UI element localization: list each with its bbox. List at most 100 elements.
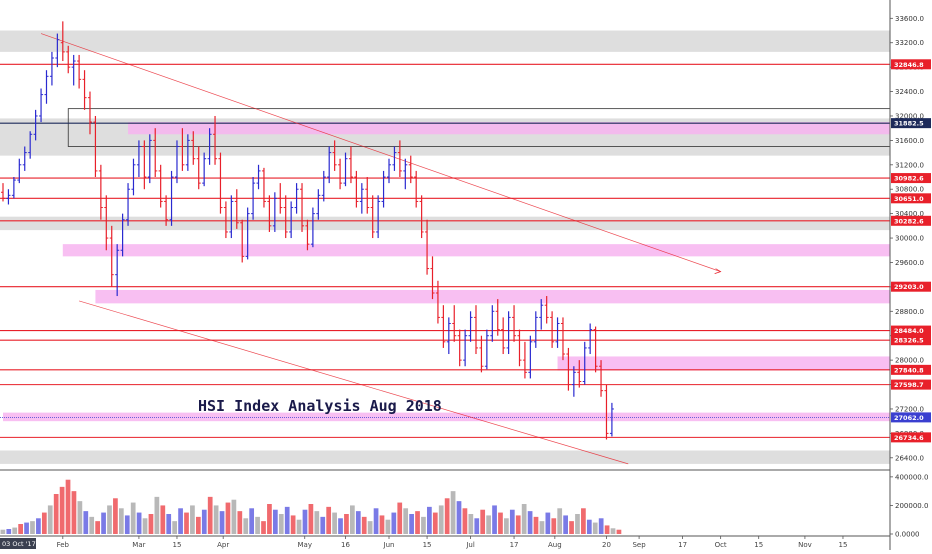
- candle-bar: [77, 54, 82, 89]
- time-tick-label: Sep: [632, 541, 646, 549]
- time-tick-label: Jul: [465, 541, 475, 549]
- candle-bar: [28, 131, 33, 159]
- price-level-badges: 32846.8 31882.5 30982.6 30651.0 30282.6 29203…: [891, 59, 931, 443]
- price-tick-label: 27200.0: [895, 405, 924, 413]
- candle-bar: [604, 384, 609, 440]
- price-badge-label: 29203.0: [894, 283, 924, 291]
- price-badge: 28484.0: [891, 325, 931, 336]
- candle-bar: [207, 128, 212, 165]
- time-tick-label: 20: [602, 541, 611, 549]
- price-badge: 30651.0: [891, 193, 931, 204]
- time-tick-label: Oct: [715, 541, 727, 549]
- price-badge: 27840.8: [891, 364, 931, 375]
- time-tick-label: 15: [173, 541, 182, 549]
- candle-bar: [267, 195, 272, 232]
- volume-bar: [409, 514, 414, 534]
- gray-zone: [0, 30, 890, 52]
- candle-bar: [555, 317, 560, 348]
- price-badge: 27062.0: [891, 412, 931, 423]
- candle-bar: [566, 347, 571, 391]
- price-badge-bg: [891, 335, 931, 346]
- price-badge-bg: [891, 379, 931, 390]
- volume-bar: [480, 509, 486, 534]
- candle-bar: [55, 33, 60, 68]
- volume-bar: [284, 506, 290, 534]
- volume-bar: [314, 511, 320, 534]
- candle-bar: [408, 155, 413, 184]
- candle-bar: [213, 115, 218, 165]
- volume-bar: [592, 522, 598, 534]
- candle-bar: [338, 158, 343, 190]
- candle-bar: [332, 140, 337, 171]
- volume-bar: [160, 505, 166, 534]
- candle-bar: [104, 195, 109, 251]
- price-tick-label: 30800.0: [895, 186, 924, 194]
- candle-bar: [185, 134, 190, 171]
- volume-bar: [71, 491, 77, 534]
- candle-bar: [66, 45, 71, 74]
- candle-bar: [240, 219, 245, 263]
- candle-bar: [343, 152, 348, 187]
- volume-bar: [154, 496, 160, 534]
- volume-bar: [36, 518, 41, 534]
- candle-bar: [283, 195, 288, 239]
- first-date-label: 03 Oct '17: [2, 540, 36, 548]
- time-tick-label: Apr: [217, 541, 229, 549]
- price-badge-bg: [891, 432, 931, 443]
- price-tick-label: 31200.0: [895, 161, 924, 169]
- candle-bar: [392, 146, 397, 171]
- candle-bar: [256, 164, 261, 190]
- volume-bar: [355, 511, 361, 534]
- volume-bar: [190, 505, 195, 534]
- candle-bar: [550, 311, 555, 348]
- candle-bar: [272, 192, 277, 232]
- candle-bar: [93, 115, 98, 178]
- price-badge-bg: [891, 412, 931, 423]
- volume-bar: [113, 498, 118, 534]
- candle-bar: [202, 152, 207, 187]
- candle-bar: [22, 146, 27, 171]
- candle-bar: [387, 158, 392, 184]
- candle-bar: [82, 70, 87, 110]
- volume-bar: [178, 508, 183, 534]
- candle-bar: [6, 189, 11, 205]
- candle-bar: [120, 213, 125, 257]
- volume-bar: [184, 512, 189, 534]
- volume-bar: [326, 506, 332, 534]
- volume-bar: [504, 518, 509, 534]
- volume-bar: [427, 506, 432, 534]
- volume-bar: [6, 529, 12, 534]
- price-levels-layer: [0, 63, 890, 438]
- candle-bar: [245, 207, 250, 260]
- volume-bar: [142, 518, 148, 534]
- candle-bar: [126, 183, 131, 226]
- time-tick-label: 17: [678, 541, 687, 549]
- volume-bar: [344, 514, 349, 534]
- volume-bar: [243, 518, 249, 534]
- candles-layer: [1, 21, 614, 440]
- volume-bar: [124, 515, 130, 534]
- volume-bar: [539, 521, 545, 534]
- candle-bar: [316, 189, 321, 220]
- candle-bar: [1, 183, 5, 202]
- candle-bar: [512, 305, 517, 342]
- price-badge-label: 30651.0: [894, 195, 924, 203]
- price-badge-label: 27062.0: [894, 414, 924, 422]
- volume-bar: [41, 512, 47, 534]
- candle-bar: [370, 195, 375, 239]
- gray-zone: [0, 216, 890, 231]
- candle-bar: [310, 207, 315, 248]
- price-badge-label: 27598.7: [894, 381, 924, 389]
- candle-bar: [109, 225, 114, 287]
- candle-bar: [191, 131, 196, 165]
- volume-bar: [77, 501, 83, 534]
- candle-bar: [359, 183, 364, 214]
- candle-bar: [196, 146, 201, 190]
- volume-bar: [83, 511, 89, 534]
- volume-bar: [557, 508, 563, 534]
- volume-bar: [581, 508, 586, 534]
- volume-bar: [450, 491, 456, 534]
- price-badge-label: 28326.5: [894, 337, 924, 345]
- candle-bar: [457, 329, 462, 367]
